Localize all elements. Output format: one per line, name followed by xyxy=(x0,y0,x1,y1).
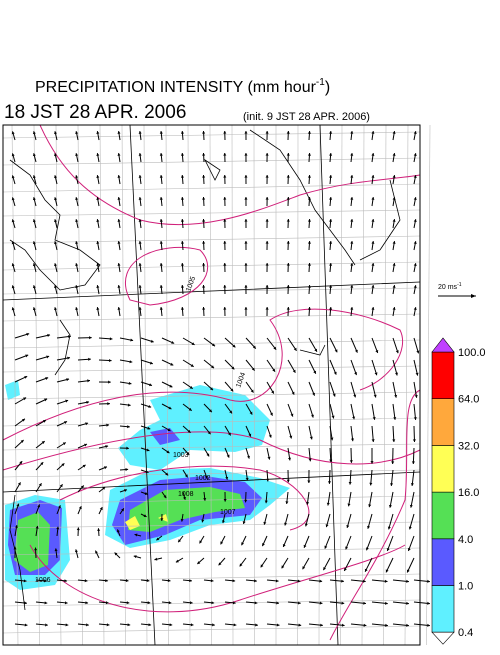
title-close: ) xyxy=(325,79,330,96)
scale-exponent: -1 xyxy=(457,282,462,288)
colorbar-label: 0.4 xyxy=(458,627,473,639)
lon-line xyxy=(427,125,431,645)
wind-head xyxy=(427,580,430,583)
colorbar-label: 16.0 xyxy=(458,487,479,499)
wind-head xyxy=(427,602,430,605)
colorbar-above xyxy=(432,338,454,352)
scale-text: 20 ms xyxy=(438,284,458,291)
colorbar-label: 100.0 xyxy=(458,347,486,359)
colorbar-segment xyxy=(432,539,454,586)
scale-arrow-head xyxy=(471,294,476,298)
colorbar-segment xyxy=(432,586,454,633)
isobar-label: 1008 xyxy=(178,491,194,498)
colorbar-segment xyxy=(432,445,454,492)
colorbar: 0.4 1.0 4.0 16.0 32.0 64.0 100.0 xyxy=(432,338,486,644)
precip-area xyxy=(14,512,50,572)
isobar-label: 1007 xyxy=(220,509,236,516)
colorbar-segment xyxy=(432,352,454,399)
isobar-label: 1002 xyxy=(195,475,211,482)
colorbar-segment xyxy=(432,492,454,539)
isobar-label: 1003 xyxy=(173,452,189,459)
title: PRECIPITATION INTENSITY (mm hour-1) xyxy=(35,77,330,96)
colorbar-label: 64.0 xyxy=(458,394,479,406)
title-text: PRECIPITATION INTENSITY (mm hour xyxy=(35,79,317,96)
colorbar-segment xyxy=(432,399,454,446)
wind-head xyxy=(427,624,430,627)
date: 18 JST 28 APR. 2006 xyxy=(4,102,186,123)
scale-label: 20 ms-1 xyxy=(438,282,462,291)
isobar-label: 1006 xyxy=(35,577,51,584)
colorbar-label: 32.0 xyxy=(458,440,479,452)
colorbar-label: 1.0 xyxy=(458,581,473,593)
init: (init. 9 JST 28 APR. 2006) xyxy=(243,111,370,123)
colorbar-below xyxy=(432,632,454,644)
colorbar-label: 4.0 xyxy=(458,534,473,546)
